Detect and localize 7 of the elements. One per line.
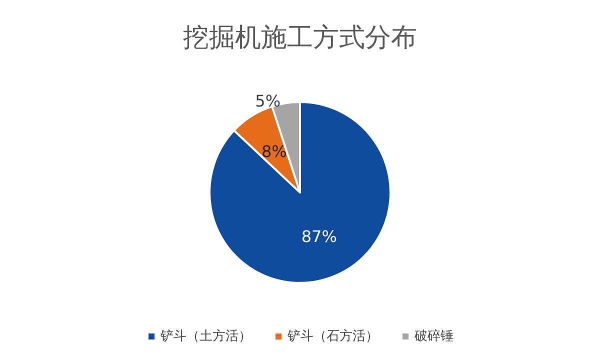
legend-label: 破碎锤 <box>414 329 454 344</box>
data-label: 5% <box>255 92 281 111</box>
data-label: 87% <box>301 227 337 246</box>
chart-title: 挖掘机施工方式分布 <box>183 23 417 53</box>
data-label: 8% <box>261 142 287 162</box>
legend-label: 铲斗（土方活） <box>160 328 252 344</box>
legend-label: 铲斗（石方活） <box>286 328 378 344</box>
